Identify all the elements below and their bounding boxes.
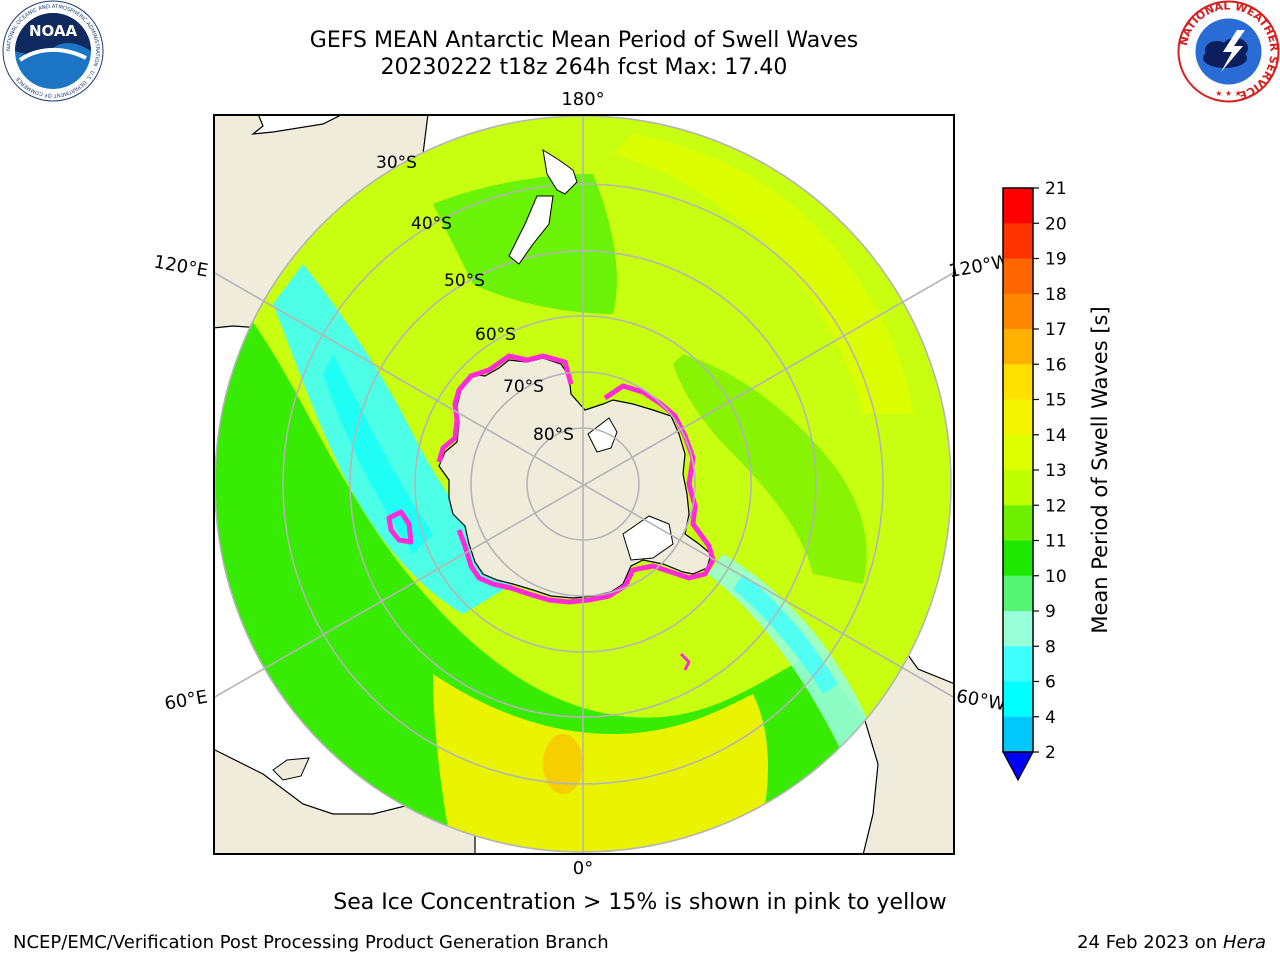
lat-label-50s: 50°S [444,271,485,291]
colorbar-segment [1003,293,1033,330]
colorbar-segment [1003,364,1033,400]
map-subtitle: 20230222 t18z 264h fcst Max: 17.40 [380,55,788,80]
colorbar-segment [1003,505,1033,541]
colorbar-tick-label: 13 [1045,461,1067,481]
polar-map: 30°S 40°S 50°S 60°S 70°S 80°S [213,114,955,855]
lon-label-0: 0° [573,858,593,879]
colorbar-segments [1003,188,1033,753]
colorbar-tick-label: 2 [1045,743,1056,763]
colorbar-tick-label: 15 [1045,391,1067,411]
colorbar-segment [1003,329,1033,365]
colorbar-segment [1003,716,1033,753]
colorbar: 21 20 19 18 17 16 15 14 13 12 11 10 9 8 6 4 2 Mean Perio… [1001,180,1112,782]
host-name: Hera [1222,932,1266,953]
colorbar-tick-label: 14 [1045,426,1067,446]
noaa-wordmark: NOAA [29,22,78,40]
colorbar-segment [1003,611,1033,647]
new-zealand [508,148,578,265]
colorbar-tick-label: 10 [1045,567,1067,587]
noaa-logo: NATIONAL OCEANIC AND ATMOSPHERIC ADMINIS… [2,0,104,102]
colorbar-segment [1003,399,1033,436]
colorbar-extend-arrow [1001,751,1035,782]
colorbar-tick-label: 18 [1045,285,1067,305]
colorbar-segment [1003,470,1033,506]
date-footer: 24 Feb 2023 on Hera [1077,932,1266,953]
colorbar-segment [1003,575,1033,612]
colorbar-tick-label: 12 [1045,496,1067,516]
colorbar-tick-label: 20 [1045,214,1067,234]
lat-label-80s: 80°S [533,425,574,445]
colorbar-segment [1003,681,1033,718]
latitude-labels: 30°S 40°S 50°S 60°S 70°S 80°S [376,153,574,445]
colorbar-tick-label: 17 [1045,320,1067,340]
lat-label-60s: 60°S [475,325,516,345]
colorbar-segment [1003,434,1033,471]
date-text: 24 Feb 2023 on [1077,932,1223,953]
credit-footer: NCEP/EMC/Verification Post Processing Pr… [13,932,609,953]
svg-text:★ ★ ★: ★ ★ ★ [1215,89,1242,98]
colorbar-tick-label: 8 [1045,637,1056,657]
colorbar-tick-label: 11 [1045,532,1067,552]
colorbar-segment [1003,188,1033,224]
lat-label-40s: 40°S [411,214,452,234]
sea-ice-note: Sea Ice Concentration > 15% is shown in … [333,890,947,915]
colorbar-segment [1003,646,1033,682]
colorbar-tick-label: 4 [1045,708,1056,728]
map-title: GEFS MEAN Antarctic Mean Period of Swell… [309,28,859,53]
colorbar-title: Mean Period of Swell Waves [s] [1088,306,1112,633]
colorbar-tick-label: 21 [1045,180,1067,199]
colorbar-segment [1003,258,1033,295]
antarctica-land [438,357,712,599]
lon-label-60e: 60°E [163,686,209,714]
colorbar-segment [1003,223,1033,259]
lat-label-30s: 30°S [376,153,417,173]
colorbar-ticks: 21 20 19 18 17 16 15 14 13 12 11 10 9 8 6 4 2 [1033,180,1067,763]
lon-label-120e: 120°E [152,251,210,281]
lat-label-70s: 70°S [503,377,544,397]
colorbar-tick-label: 9 [1045,602,1056,622]
lon-label-180: 180° [561,89,604,110]
colorbar-segment [1003,540,1033,577]
colorbar-tick-label: 19 [1045,250,1067,270]
colorbar-tick-label: 16 [1045,355,1067,375]
colorbar-tick-label: 6 [1045,673,1056,693]
nws-logo: NATIONAL WEATHER SERVICE ★ ★ ★ [1177,0,1280,103]
